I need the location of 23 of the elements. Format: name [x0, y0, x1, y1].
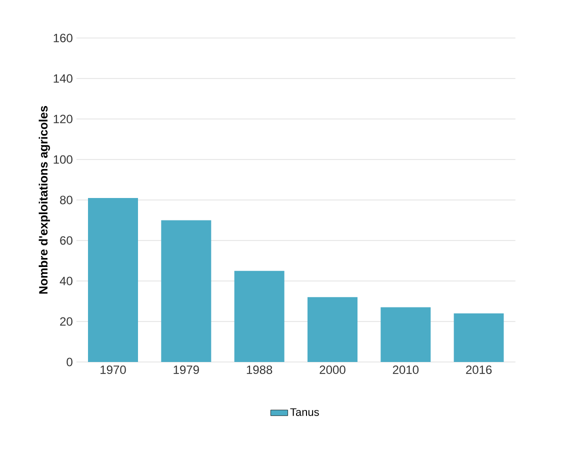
x-tick-label: 1979	[174, 366, 199, 374]
y-tick-label: 100	[54, 155, 72, 164]
y-tick-label: 60	[60, 236, 72, 245]
y-tick-label: 140	[54, 74, 72, 83]
x-tick-label: 1970	[100, 366, 126, 374]
bar	[454, 313, 504, 362]
legend-label: Tanus	[290, 408, 319, 416]
x-tick-label: 2010	[392, 366, 419, 374]
y-tick-label: 120	[54, 114, 72, 124]
y-tick-label: 80	[60, 196, 72, 204]
x-tick-label: 1988	[246, 366, 272, 374]
y-tick-label: 20	[60, 317, 72, 326]
bar	[234, 270, 284, 362]
bar	[88, 198, 138, 362]
x-tick-label: 2016	[466, 366, 492, 374]
y-tick-label: 0	[66, 358, 72, 366]
x-tick-label: 2000	[320, 366, 346, 374]
y-tick-label: 160	[54, 34, 72, 42]
bar	[161, 220, 212, 362]
bar	[308, 297, 358, 362]
bar	[380, 307, 431, 362]
y-tick-label: 40	[60, 276, 72, 286]
y-axis-title: Nombre d'exploitations agricoles	[38, 106, 50, 294]
